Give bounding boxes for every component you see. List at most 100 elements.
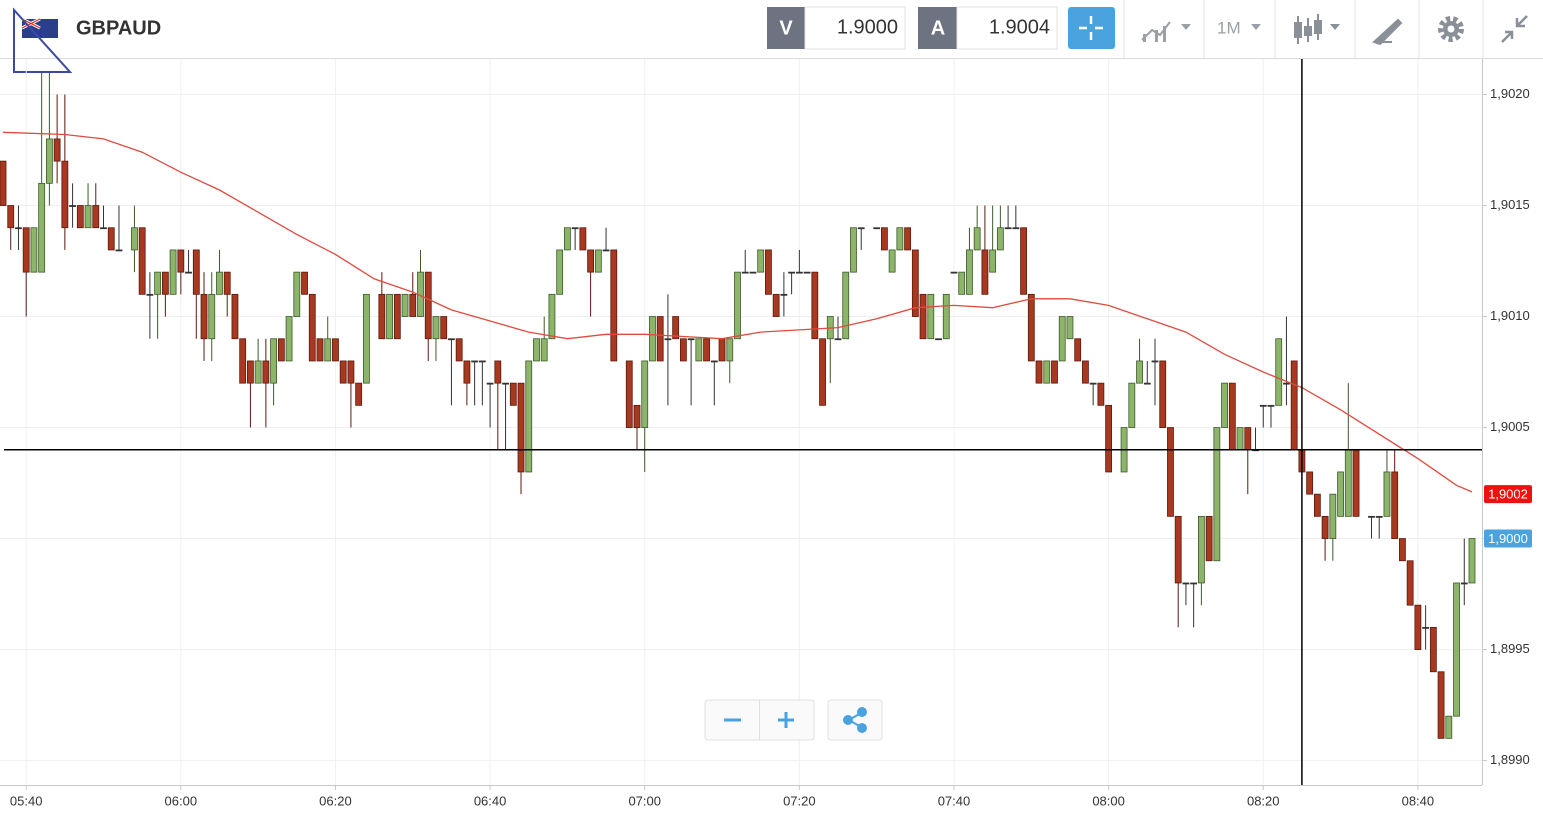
chart-type-button[interactable] [1141,21,1191,42]
timeframe-button[interactable]: 1M [1217,18,1261,37]
candle-body [517,382,525,473]
candle-body [1143,382,1151,385]
candle-body [448,338,455,341]
candle-body [455,338,463,362]
candle-body [393,293,401,340]
price-marker [1484,529,1532,548]
candle-body [1182,582,1190,585]
settings-button[interactable] [1438,16,1464,42]
draw-tool-button[interactable] [1372,18,1403,46]
candle-body [1283,382,1290,385]
candle-body [409,293,417,317]
candle-body [958,271,966,295]
candle-body [587,249,594,273]
candle-body [1221,382,1228,428]
candle-body [362,293,370,384]
ask-box[interactable]: A 1.9004 [918,6,1058,50]
candle-body [571,227,579,230]
candle-body [432,316,440,340]
candle-body [873,227,881,230]
y-tick-label: 1,8995 [1490,641,1530,656]
candle-body [92,205,100,229]
candle-body [1329,493,1337,539]
candle-body [463,360,471,384]
candle-body [146,293,154,296]
candle-body [161,271,169,295]
candle-body [1190,582,1198,585]
candle-body [749,271,757,274]
y-tick-label: 1,8990 [1490,752,1530,767]
candle-body [177,249,185,273]
candle-body [942,293,950,340]
candle-body [927,293,935,340]
candle-body [687,338,695,341]
candle-body [1236,427,1244,451]
candle-body [494,360,502,384]
collapse-button[interactable] [1501,15,1528,43]
candle-body [973,227,981,251]
candle-body [579,227,587,251]
candle-body [185,271,192,274]
x-tick-label: 07:40 [938,793,971,808]
candle-body [881,227,888,251]
candle-body [602,249,610,252]
candle-body [950,271,958,274]
candle-body [1089,382,1097,385]
candle-body [254,360,262,384]
crosshair-button[interactable] [1068,7,1115,49]
candle-body [192,249,200,295]
candle-body [695,338,703,362]
candle-body [1352,449,1360,517]
candle-body [765,249,772,295]
x-tick-label: 07:20 [783,793,816,808]
candle-body [989,249,997,273]
candle-style-button[interactable] [1294,14,1340,44]
bid-box[interactable]: V 1.9000 [767,6,906,50]
candle-body [486,382,494,385]
candle-body [1422,626,1430,629]
candle-body [1136,360,1143,384]
candle-body [819,338,826,406]
candle-body [1429,626,1437,673]
candle-body [1244,427,1252,451]
candle-body [1306,471,1314,495]
candle-body [378,293,386,340]
candle-body [803,271,811,274]
x-tick-label: 08:40 [1402,793,1435,808]
candle-body [15,227,22,230]
candle-body [610,249,618,362]
zoom-in-button[interactable] [778,712,794,728]
candle-body [1035,360,1043,384]
candle-body [981,249,989,295]
candle-body [664,338,672,341]
candle-body [1375,515,1383,518]
share-button[interactable] [843,707,867,733]
candle-body [1267,404,1275,407]
candle-body [1058,316,1066,362]
candle-body [401,293,409,317]
candle-body [509,382,517,406]
candle-body [216,271,223,295]
candle-body [1066,316,1074,340]
candle-body [966,249,973,295]
candle-body [1082,360,1089,384]
candle-body [1228,382,1236,451]
y-tick-label: 1,9010 [1490,308,1530,323]
candle-body [1344,449,1352,517]
candle-body [316,338,324,362]
candle-body [1159,360,1167,428]
candle-body [308,293,316,362]
candle-body [625,360,633,428]
x-tick-label: 06:00 [165,793,198,808]
symbol: GBPAUD [76,17,161,39]
candle-body [277,338,285,362]
candle-body [564,227,571,251]
candle-body [1383,471,1391,517]
ask-value: 1.9004 [989,16,1050,38]
bid-label: V [779,17,793,39]
candle-body [1128,382,1136,428]
candle-body [440,316,448,340]
candle-body [1337,471,1344,517]
candle-body [641,360,649,428]
